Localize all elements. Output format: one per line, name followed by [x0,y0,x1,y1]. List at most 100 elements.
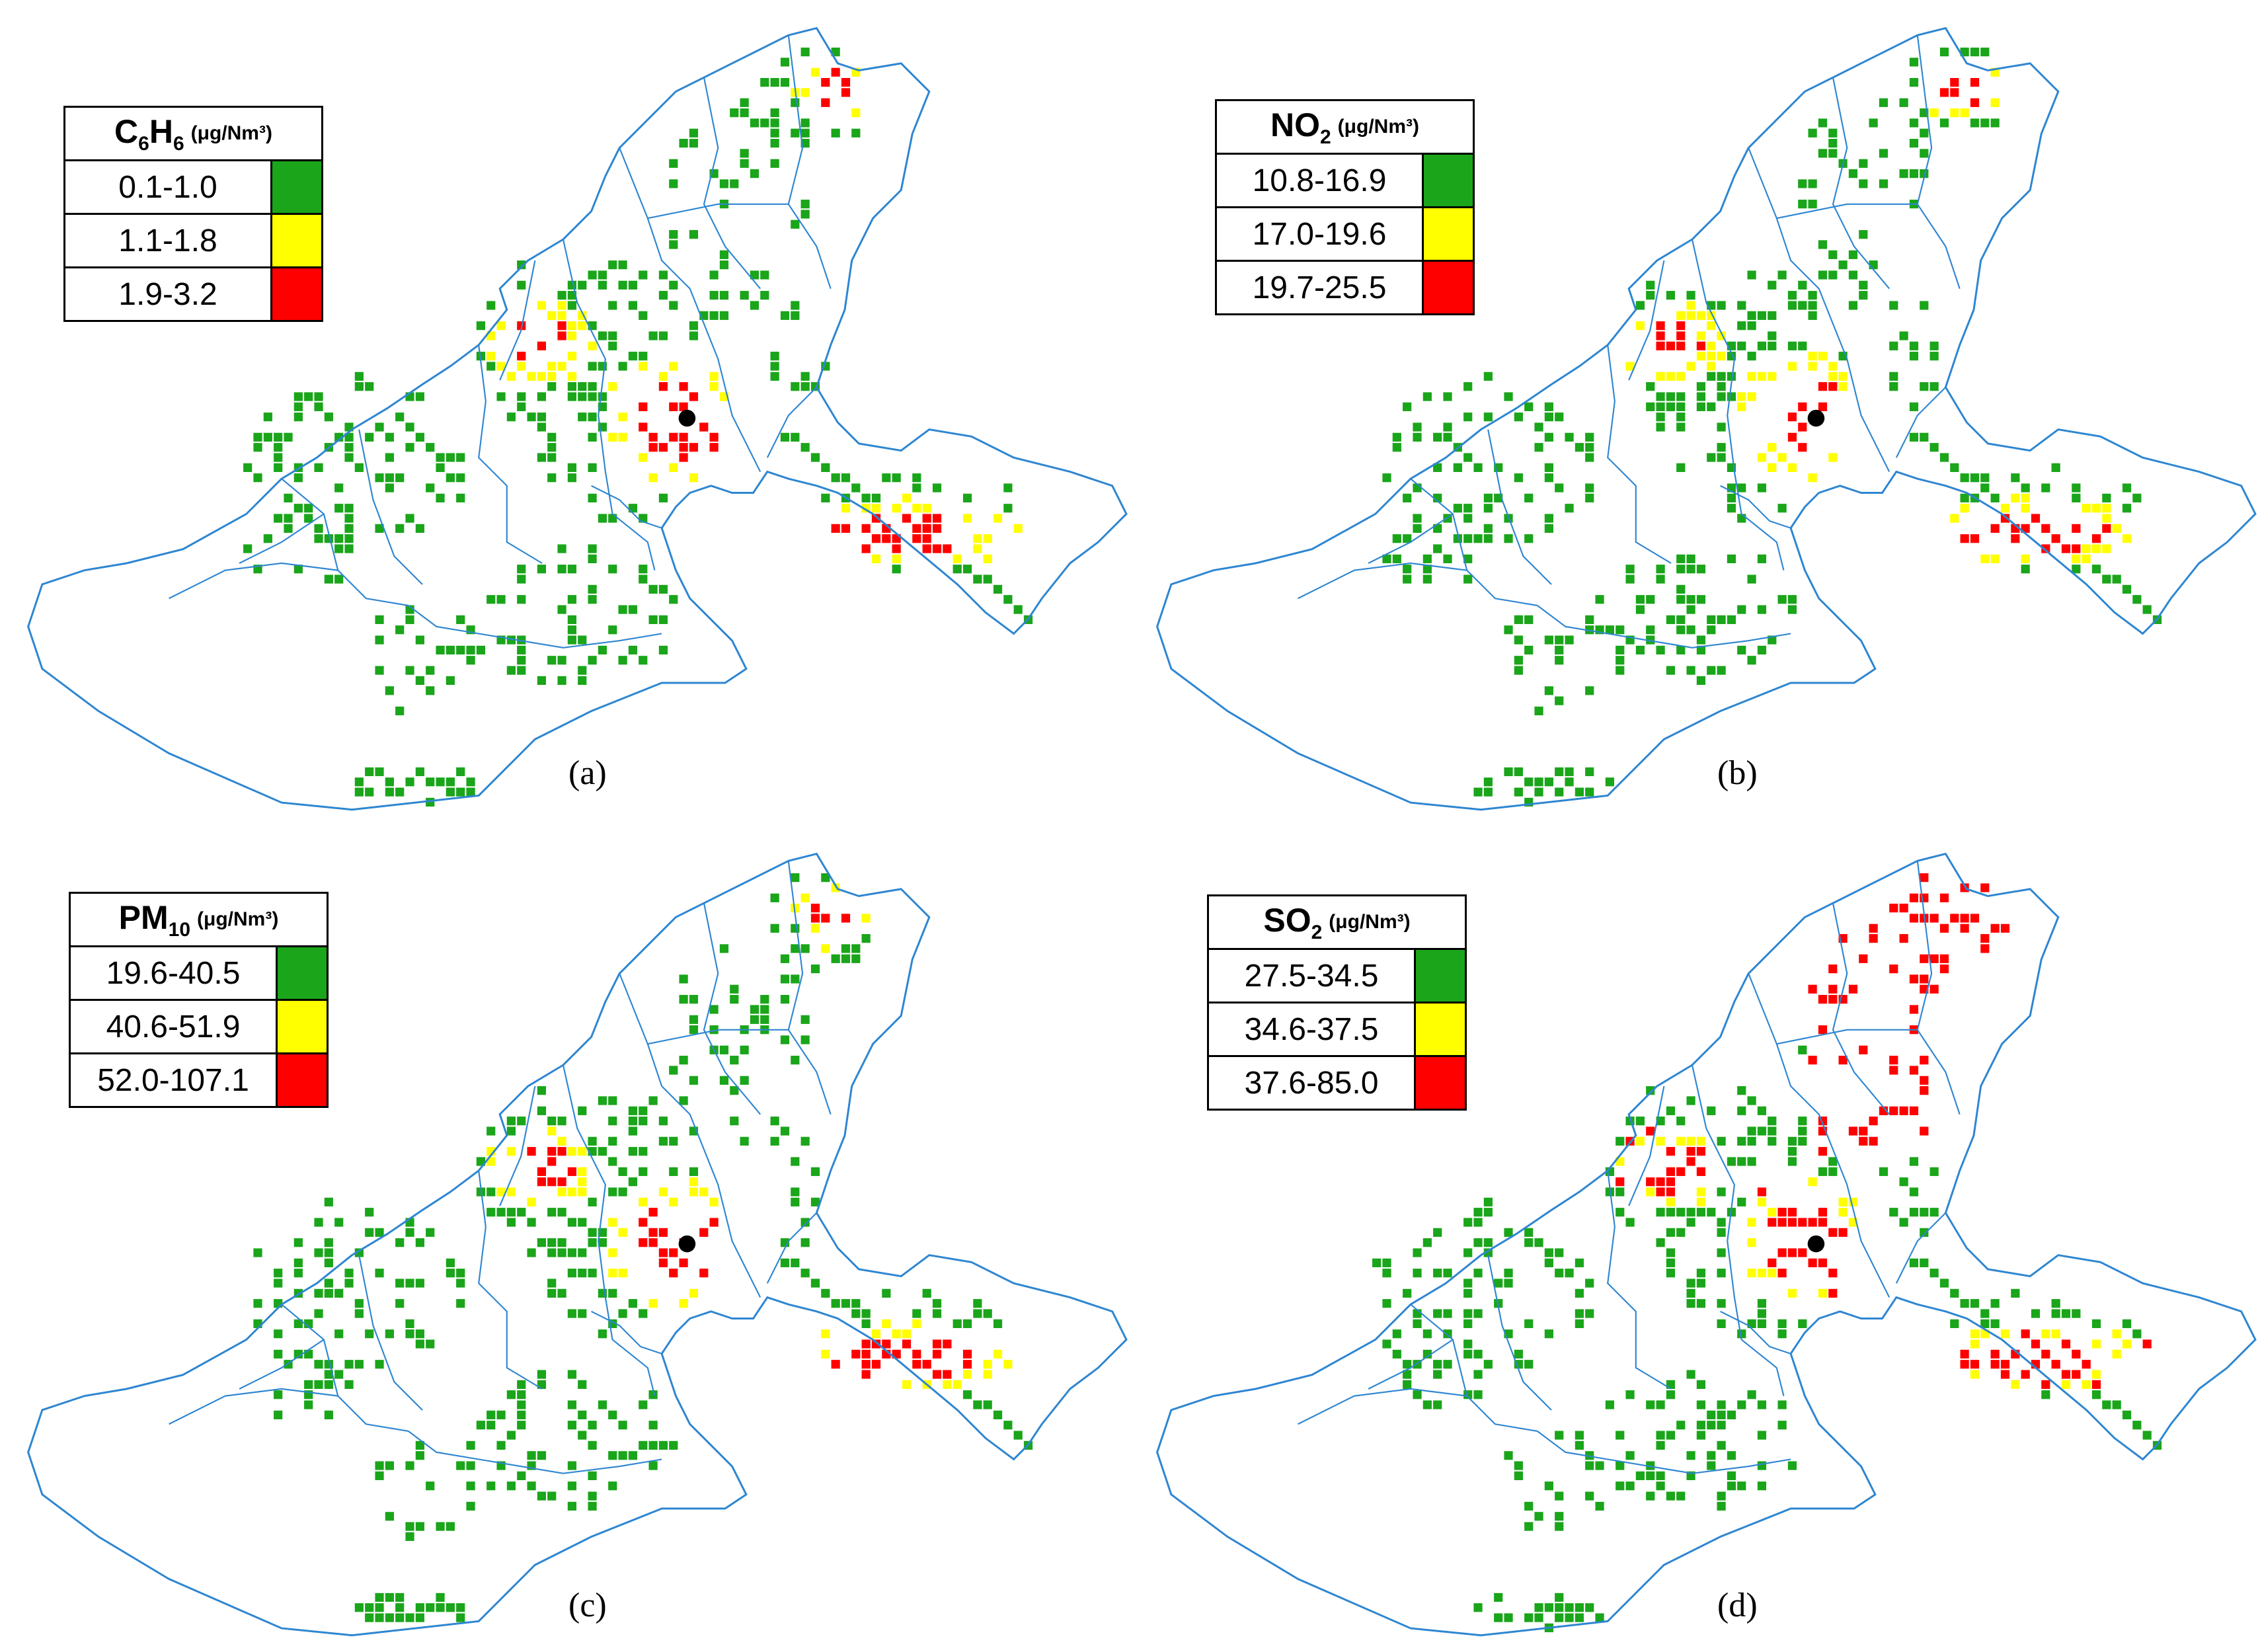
grid-cell [1787,463,1797,472]
grid-cell [648,331,658,340]
grid-cell [871,534,881,543]
grid-cell [791,944,800,953]
grid-cell [1003,1360,1013,1369]
grid-cell [496,392,506,401]
grid-cell [487,1481,496,1491]
grid-cell [1483,777,1493,787]
grid-cell [314,1380,323,1389]
grid-cell [993,584,1003,594]
grid-cell [588,463,597,472]
map-b [1156,26,2257,811]
grid-cell [537,453,547,462]
grid-cell [912,504,921,513]
grid-cell [1980,554,1990,564]
grid-cell [1950,88,1959,97]
grid-cell [730,1117,739,1126]
grid-cell [527,1481,536,1491]
grid-cell [639,1117,648,1126]
grid-cell [669,402,678,411]
grid-cell [1504,1451,1513,1460]
grid-cell [1463,574,1473,584]
grid-cell [537,1370,547,1379]
grid-cell [1585,615,1594,625]
grid-cell [557,544,566,553]
grid-cell [1828,139,1838,148]
grid-cell [1666,341,1676,350]
grid-cell [719,311,729,320]
grid-cell [1889,301,1898,310]
grid-cell [1838,260,1848,270]
grid-cell [1686,1147,1695,1156]
grid-cell [1403,1380,1412,1389]
grid-cell [395,787,405,797]
grid-cell [1717,352,1726,361]
grid-cell [1717,1248,1726,1257]
grid-cell [628,504,638,513]
grid-cell [1909,1208,1919,1217]
grid-cell [679,139,688,148]
grid-cell [1939,964,1949,974]
grid-cell [354,787,364,797]
grid-cell [1717,392,1726,401]
grid-cell [2051,463,2060,472]
grid-cell [395,1613,405,1622]
grid-cell [588,1421,597,1430]
grid-cell [1676,615,1686,625]
grid-cell [1443,1329,1452,1339]
grid-cell [588,392,597,401]
grid-cell [385,1329,394,1339]
grid-cell [1828,270,1838,280]
grid-cell [1656,565,1665,574]
grid-cell [456,493,465,502]
grid-cell [760,118,769,128]
region-boundary [1156,852,2257,1637]
city-marker [1807,1235,1825,1253]
grid-cell [679,443,688,452]
grid-cell [1798,422,1807,432]
grid-cell [314,1360,323,1369]
grid-cell [1463,1319,1473,1328]
grid-cell [810,1167,820,1176]
grid-cell [385,432,394,442]
grid-cell [1494,1593,1503,1602]
grid-cell [658,1117,668,1126]
grid-cell [1747,1136,1756,1146]
grid-cell [487,1421,496,1430]
district-boundary [1368,513,1454,564]
grid-cell [1939,954,1949,963]
grid-cell [456,787,465,797]
grid-cell [639,656,648,665]
grid-cell [537,341,547,350]
grid-cell [1676,1491,1686,1501]
grid-cell [1939,924,1949,933]
range-label: 1.9-3.2 [65,268,272,320]
grid-cell [821,493,830,502]
grid-cell [487,352,496,361]
grid-cell [639,362,648,371]
map-c [27,852,1128,1637]
map-content [1156,852,2257,1637]
grid-cell [1980,944,1990,953]
grid-cell [912,534,921,543]
grid-cell [1656,413,1665,422]
grid-cell [973,1299,982,1308]
grid-cell [608,565,617,574]
grid-cell [791,873,800,883]
grid-cell [1990,1319,2000,1328]
grid-cell [1473,1218,1483,1227]
grid-cell [344,1278,354,1288]
grid-cell [922,504,931,513]
grid-cell [1625,565,1635,574]
grid-cell [2112,524,2121,533]
grid-cell [1544,402,1553,411]
grid-cell [679,995,688,1004]
grid-cell [1777,1329,1787,1339]
grid-cell [1656,1136,1665,1146]
grid-cell [750,301,759,310]
grid-cell [780,58,790,67]
grid-cell [334,534,344,543]
grid-cell [415,1451,424,1460]
grid-cell [274,1299,283,1308]
range-label: 27.5-34.5 [1209,950,1416,1002]
grid-cell [750,1015,759,1024]
